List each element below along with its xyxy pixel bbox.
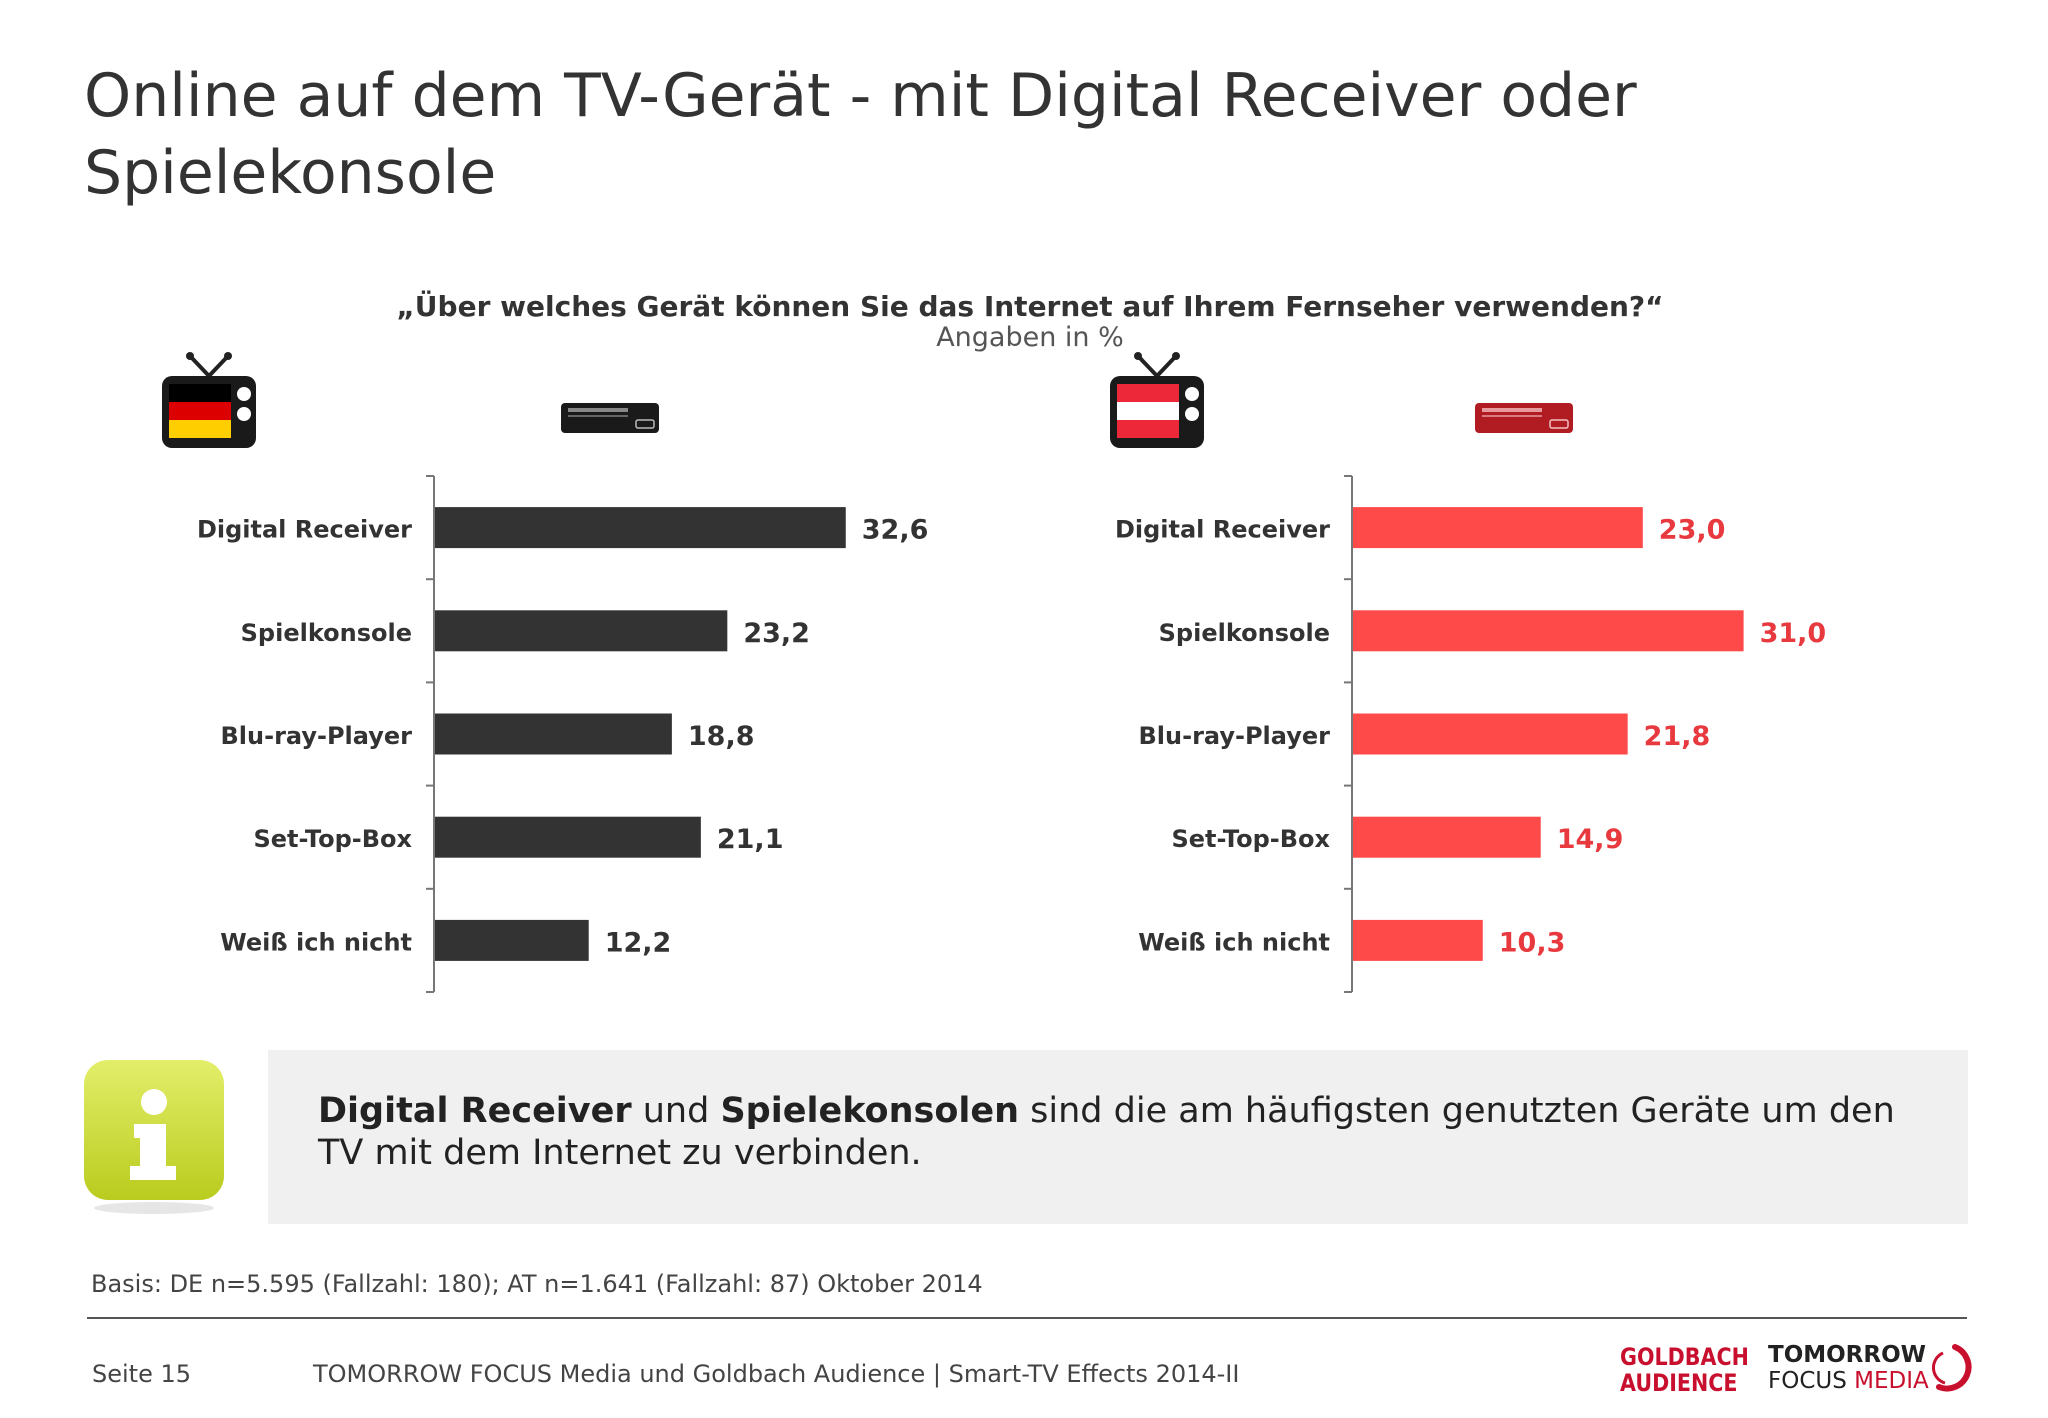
tv-germany-flag-icon xyxy=(162,352,256,448)
info-text: Digital Receiver und Spielekonsolen sind… xyxy=(318,1090,1938,1174)
goldbach-logo-line2: AUDIENCE xyxy=(1620,1369,1738,1397)
footer-text: TOMORROW FOCUS Media und Goldbach Audien… xyxy=(313,1360,1240,1388)
bar-charts: Digital Receiver 32,6 Spielkonsole 23,2 Blu-… xyxy=(197,475,1827,993)
goldbach-audience-logo: GOLDBACH AUDIENCE xyxy=(1620,1344,1749,1396)
goldbach-logo-line1: GOLDBACH xyxy=(1620,1343,1749,1371)
chart-de: Digital Receiver 32,6 Spielkonsole 23,2 Blu-… xyxy=(197,475,929,993)
chart-de-category-label: Spielkonsole xyxy=(241,619,412,647)
chart-at: Digital Receiver 23,0 Spielkonsole 31,0 Blu-… xyxy=(1115,475,1827,993)
chart-de-category-label: Blu-ray-Player xyxy=(221,722,413,750)
chart-de-value-label: 23,2 xyxy=(743,618,810,649)
page-title: Online auf dem TV-Gerät - mit Digital Re… xyxy=(84,61,1637,208)
chart-de-value-label: 32,6 xyxy=(862,515,929,546)
chart-de-category-label: Set-Top-Box xyxy=(253,825,412,853)
chart-at-value-label: 31,0 xyxy=(1760,618,1827,649)
chart-de-bar xyxy=(435,713,672,755)
info-bold-spielekonsolen: Spielekonsolen xyxy=(720,1091,1020,1131)
chart-at-bar xyxy=(1353,610,1744,652)
chart-de-bar xyxy=(435,507,846,549)
info-text-part1: und xyxy=(631,1091,721,1131)
set-top-box-red-icon xyxy=(1475,403,1573,433)
tomorrow-logo-line1: TOMORROW xyxy=(1768,1342,1927,1368)
chart-at-value-label: 23,0 xyxy=(1659,515,1726,546)
chart-de-bar xyxy=(435,816,701,858)
info-box xyxy=(268,1050,1968,1224)
chart-de-category-label: Weiß ich nicht xyxy=(220,928,412,956)
chart-at-category-label: Digital Receiver xyxy=(1115,516,1330,544)
info-text-part2: sind die am häufigsten genutzten Geräte … xyxy=(318,1091,1895,1173)
page-number: Seite 15 xyxy=(92,1360,192,1388)
unit-note: Angaben in % xyxy=(936,322,1124,353)
chart-de-category-label: Digital Receiver xyxy=(197,516,412,544)
chart-de-value-label: 21,1 xyxy=(717,824,784,855)
basis-note: Basis: DE n=5.595 (Fallzahl: 180); AT n=… xyxy=(91,1270,983,1298)
info-bold-digital-receiver: Digital Receiver xyxy=(318,1091,632,1131)
chart-at-category-label: Spielkonsole xyxy=(1159,619,1330,647)
tomorrow-swirl-icon xyxy=(1932,1344,1972,1392)
tomorrow-logo-focus: FOCUS xyxy=(1768,1368,1855,1394)
chart-de-bar xyxy=(435,919,589,961)
chart-de-value-label: 18,8 xyxy=(688,721,755,752)
tomorrow-logo-media: MEDIA xyxy=(1854,1368,1929,1394)
chart-de-bar xyxy=(435,610,728,652)
chart-at-bar xyxy=(1353,919,1483,961)
set-top-box-icon xyxy=(561,403,659,433)
chart-at-value-label: 10,3 xyxy=(1499,927,1566,958)
tv-austria-flag-icon xyxy=(1110,352,1204,448)
chart-at-value-label: 14,9 xyxy=(1557,824,1624,855)
chart-at-value-label: 21,8 xyxy=(1644,721,1711,752)
tomorrow-focus-media-logo: TOMORROW FOCUS MEDIA xyxy=(1768,1342,1929,1394)
footer-divider xyxy=(87,1317,1967,1319)
chart-at-bar xyxy=(1353,816,1541,858)
survey-question: „Über welches Gerät können Sie das Inter… xyxy=(396,290,1664,323)
chart-at-bar xyxy=(1353,507,1643,549)
chart-de-value-label: 12,2 xyxy=(605,927,672,958)
chart-at-category-label: Weiß ich nicht xyxy=(1138,928,1330,956)
chart-at-category-label: Blu-ray-Player xyxy=(1139,722,1331,750)
info-icon xyxy=(84,1060,224,1214)
chart-at-bar xyxy=(1353,713,1628,755)
chart-at-category-label: Set-Top-Box xyxy=(1171,825,1330,853)
